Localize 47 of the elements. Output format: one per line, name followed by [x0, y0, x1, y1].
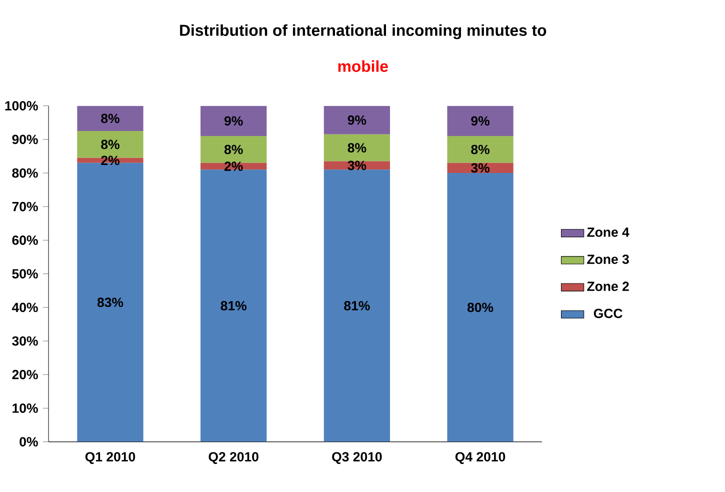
- y-tick-label: 80%: [12, 168, 38, 178]
- data-label: 80%: [467, 302, 494, 312]
- data-label: 81%: [220, 301, 246, 310]
- y-tick-label: 60%: [12, 236, 38, 245]
- legend-label: Zone 2: [587, 282, 629, 292]
- data-label: 8%: [224, 144, 243, 154]
- data-label: 2%: [101, 156, 120, 166]
- bar: [447, 136, 514, 163]
- legend-label: Zone 4: [587, 228, 630, 237]
- y-tick-label: 30%: [12, 336, 38, 346]
- x-tick-label: Q2 2010: [208, 452, 258, 464]
- x-tick-label: Q4 2010: [455, 452, 506, 464]
- bar: [324, 170, 390, 442]
- y-tick-label: 70%: [12, 202, 38, 212]
- y-tick-label: 10%: [12, 403, 38, 413]
- bar: [447, 106, 514, 136]
- data-label: 2%: [224, 162, 243, 171]
- x-tick-label: Q1 2010: [85, 452, 136, 464]
- data-label: 9%: [471, 116, 490, 126]
- data-label: 83%: [97, 298, 124, 308]
- data-label: 9%: [224, 116, 243, 126]
- bar: [324, 134, 390, 162]
- legend-label: GCC: [594, 308, 622, 318]
- data-label: 81%: [344, 301, 370, 310]
- y-tick-label: 100%: [5, 101, 38, 110]
- chart-subtitle: mobile: [338, 60, 388, 72]
- bar: [200, 170, 267, 442]
- data-label: 8%: [101, 140, 120, 150]
- data-label: 3%: [348, 160, 366, 170]
- x-tick-label: Q3 2010: [332, 452, 382, 464]
- data-label: 8%: [471, 144, 490, 154]
- y-tick-label: 20%: [12, 370, 38, 380]
- y-tick-label: 0%: [20, 437, 38, 446]
- bar: [447, 172, 514, 442]
- chart-title: Distribution of international incoming minutes to: [180, 24, 546, 40]
- y-tick-label: 50%: [12, 269, 38, 278]
- legend-label: Zone 3: [587, 254, 629, 264]
- y-tick-label: 90%: [12, 134, 38, 144]
- data-label: 3%: [471, 163, 490, 173]
- data-label: 8%: [348, 143, 366, 152]
- bar: [200, 136, 267, 163]
- bar: [324, 106, 390, 134]
- data-label: 8%: [101, 114, 120, 124]
- bar: [200, 106, 267, 136]
- y-tick-label: 40%: [12, 302, 38, 312]
- data-label: 9%: [348, 115, 366, 125]
- bar: [77, 106, 144, 131]
